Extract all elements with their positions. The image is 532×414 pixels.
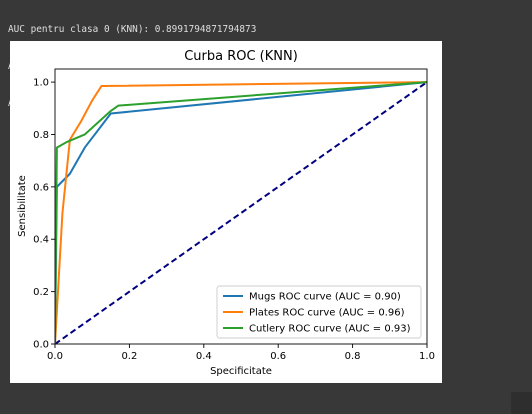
y-tick-label: 0.8 bbox=[33, 130, 49, 141]
y-tick-label: 1.0 bbox=[33, 78, 49, 89]
y-tick-label: 0.6 bbox=[33, 182, 49, 193]
plot-area bbox=[54, 68, 428, 345]
axis-ticks: 0.0 0.2 0.4 0.6 0.8 1.0 0.0 0.2 0.4 0.6 0.8 1.0 bbox=[33, 78, 435, 362]
legend-box bbox=[216, 285, 422, 339]
roc-curve-series-2 bbox=[55, 81, 427, 344]
y-tick-label: 0.0 bbox=[33, 340, 49, 351]
chart-legend: Mugs ROC curve (AUC = 0.90) Plates ROC cu… bbox=[216, 285, 422, 339]
legend-label-0: Mugs ROC curve (AUC = 0.90) bbox=[249, 292, 401, 303]
scrollbar-corner bbox=[511, 392, 532, 414]
legend-label-1: Plates ROC curve (AUC = 0.96) bbox=[249, 308, 405, 319]
console-line-auc-class-0: AUC pentru clasa 0 (KNN): 0.899179487179… bbox=[8, 24, 257, 36]
y-tick-label: 0.4 bbox=[33, 235, 49, 246]
y-axis-label: Sensibilitate bbox=[17, 175, 28, 237]
axes-frame bbox=[54, 68, 428, 345]
x-tick-label: 0.6 bbox=[270, 351, 286, 362]
roc-chart: Curba ROC (KNN) 0.0 0.2 0.4 0.6 0.8 1.0 0.0 0.2… bbox=[17, 49, 435, 377]
legend-label-2: Cutlery ROC curve (AUC = 0.93) bbox=[249, 324, 411, 335]
x-tick-label: 0.4 bbox=[196, 351, 212, 362]
roc-figure: Curba ROC (KNN) 0.0 0.2 0.4 0.6 0.8 1.0 0.0 0.2… bbox=[10, 41, 442, 383]
x-tick-label: 1.0 bbox=[419, 351, 435, 362]
x-axis-label: Specificitate bbox=[210, 366, 272, 377]
chart-title: Curba ROC (KNN) bbox=[184, 49, 298, 64]
x-tick-label: 0.0 bbox=[47, 351, 63, 362]
y-tick-label: 0.2 bbox=[33, 287, 49, 298]
roc-curve-series-1 bbox=[55, 81, 427, 344]
x-tick-label: 0.2 bbox=[121, 351, 137, 362]
x-tick-label: 0.8 bbox=[345, 351, 361, 362]
